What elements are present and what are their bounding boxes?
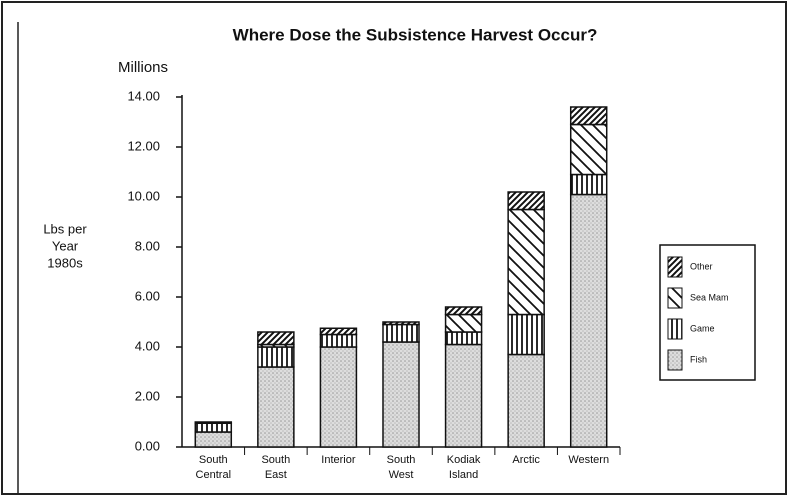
bar-segment <box>194 431 233 448</box>
bar-segment <box>257 331 295 346</box>
bar-segment <box>569 123 608 176</box>
bar-segment <box>319 346 358 448</box>
bar-segment <box>444 306 483 316</box>
legend-swatch <box>667 287 683 309</box>
unit-label: Millions <box>118 59 168 76</box>
bar-segment <box>382 341 420 448</box>
bar-segment <box>319 327 358 336</box>
x-tick-label: Interior <box>321 454 356 466</box>
bar-segment <box>319 333 358 348</box>
bar-segment <box>569 106 608 126</box>
bar-segment <box>507 313 545 356</box>
x-tick-label: Western <box>568 454 609 466</box>
y-tick-label: 12.00 <box>127 138 160 153</box>
bar-segment <box>382 321 420 326</box>
y-tick-label: 8.00 <box>135 238 160 253</box>
bar-segment <box>257 346 295 368</box>
bar-segment <box>194 421 233 424</box>
x-tick-label: Arctic <box>512 454 540 466</box>
bar-segment <box>507 191 545 211</box>
bar-segment <box>444 343 483 448</box>
x-tick-label: South West <box>387 454 416 481</box>
chart-title: Where Dose the Subsistence Harvest Occur… <box>233 25 598 44</box>
bar-segment <box>569 193 608 448</box>
legend-swatch <box>667 256 683 278</box>
bar-segment <box>444 313 483 333</box>
y-axis-label: 1980s <box>47 255 83 270</box>
x-tick-label: South East <box>261 454 290 481</box>
bar-segment <box>194 422 233 433</box>
bar-segment <box>257 366 295 448</box>
y-tick-label: 10.00 <box>127 188 160 203</box>
legend-label: Game <box>690 323 715 333</box>
bar-segment <box>444 331 483 346</box>
bar-segment <box>382 323 420 343</box>
y-tick-label: 4.00 <box>135 338 160 353</box>
legend-label: Sea Mam <box>690 292 729 302</box>
x-tick-label: Kodiak Island <box>447 454 481 481</box>
x-tick-label: South Central <box>196 454 231 481</box>
y-tick-label: 6.00 <box>135 288 160 303</box>
legend-label: Fish <box>690 354 707 364</box>
y-axis-label: Year <box>52 238 79 253</box>
bar-segment <box>507 353 545 448</box>
y-axis-label: Lbs per <box>43 221 87 236</box>
y-tick-label: 0.00 <box>135 438 160 453</box>
legend-swatch <box>667 318 683 340</box>
y-tick-label: 2.00 <box>135 388 160 403</box>
legend-label: Other <box>690 261 713 271</box>
bar-segment <box>569 173 608 196</box>
y-tick-label: 14.00 <box>127 88 160 103</box>
bar-segment <box>507 208 545 316</box>
legend-swatch <box>667 349 683 371</box>
